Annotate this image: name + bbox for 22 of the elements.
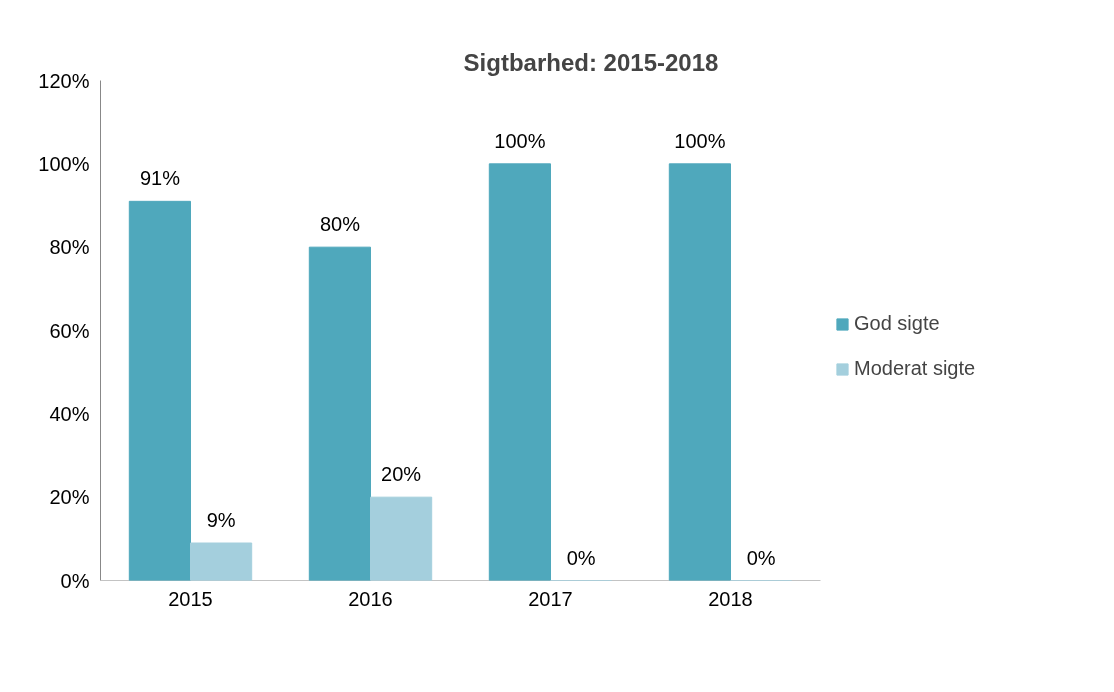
- y-tick-label: 20%: [49, 486, 90, 509]
- data-label: 91%: [139, 167, 181, 190]
- y-tick-label: 60%: [49, 319, 90, 342]
- y-tick-label: 80%: [49, 236, 90, 259]
- x-tick-label: 2018: [708, 587, 753, 610]
- chart-title: Sigtbarhed: 2015-2018: [463, 48, 719, 76]
- data-label: 100%: [494, 129, 546, 152]
- x-tick-label: 2017: [528, 587, 573, 610]
- legend-label: Moderat sigte: [854, 357, 976, 380]
- y-tick-label: 100%: [38, 152, 90, 175]
- y-tick-label: 40%: [49, 402, 90, 425]
- data-label: 100%: [674, 129, 726, 152]
- data-label: 80%: [319, 213, 361, 236]
- x-tick-label: 2016: [348, 587, 393, 610]
- data-label: 9%: [206, 509, 236, 531]
- data-label: 0%: [566, 546, 596, 569]
- y-tick-label: 0%: [60, 569, 90, 592]
- legend-label: God sigte: [854, 312, 940, 335]
- data-label: 20%: [381, 463, 422, 486]
- x-tick-label: 2015: [168, 587, 213, 610]
- y-tick-label: 120%: [38, 69, 90, 92]
- data-label: 0%: [746, 546, 776, 569]
